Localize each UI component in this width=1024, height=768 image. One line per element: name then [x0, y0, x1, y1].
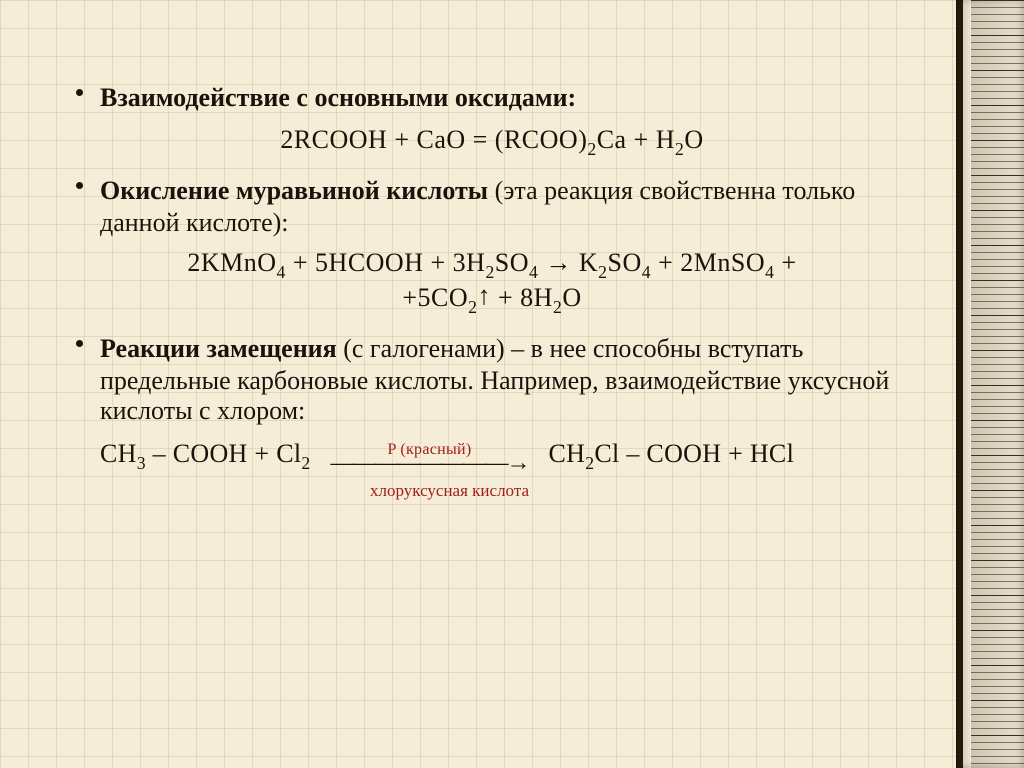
bullet-title: Окисление муравьиной кислоты [100, 176, 488, 205]
bullet-dot-icon [76, 182, 83, 189]
bullet-item: Взаимодействие с основными оксидами: [70, 80, 914, 115]
bullet-title: Взаимодействие с основными оксидами: [100, 83, 576, 112]
ruler-scale [982, 0, 1012, 768]
product-label-row: хлоруксусная кислота [100, 481, 914, 501]
chemical-equation: CH3 – COOH + Cl2P (красный)————————→CH2C… [100, 436, 914, 475]
product-label: хлоруксусная кислота [370, 481, 529, 500]
bullet-dot-icon [76, 340, 83, 347]
bullet-title: Реакции замещения [100, 334, 337, 363]
slide-content: Взаимодействие с основными оксидами: 2RC… [70, 80, 914, 501]
bullet-dot-icon [76, 89, 83, 96]
chemical-equation: 2RCOOH + CaO = (RCOO)2Ca + H2O [70, 125, 914, 159]
ruler-binding [956, 0, 1024, 768]
bullet-item: Окисление муравьиной кислоты (эта реакци… [70, 173, 914, 238]
bullet-item: Реакции замещения (с галогенами) – в нее… [70, 331, 914, 426]
chemical-equation: 2KMnO4 + 5HCOOH + 3H2SO4 → K2SO4 + 2MnSO… [70, 248, 914, 316]
